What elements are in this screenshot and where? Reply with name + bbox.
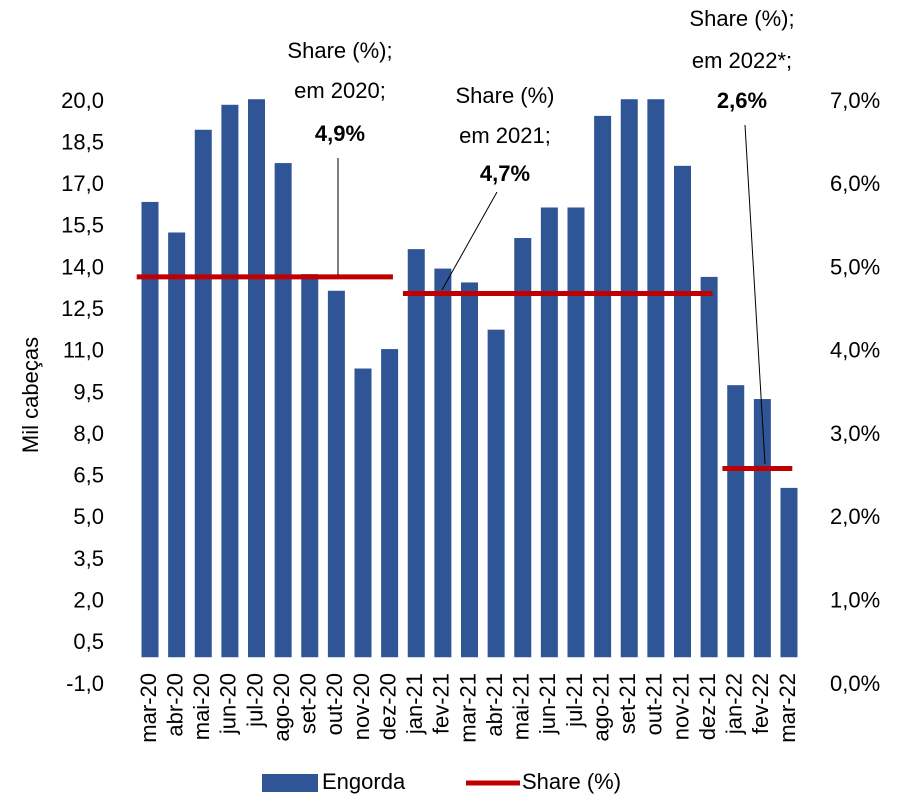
bar [248,99,266,658]
y-tick-label: 18,5 [61,129,104,154]
bar [221,104,239,658]
bar [407,249,425,658]
annotation-text: em 2022*; [692,48,792,73]
y-tick-label: -1,0 [66,671,104,696]
x-tick-label: jul-20 [242,673,267,728]
bar [168,232,186,658]
y-tick-label: 9,5 [73,379,104,404]
bar [327,290,345,658]
y-tick-label: 20,0 [61,88,104,113]
annotation-text: Share (%) [455,83,554,108]
x-tick-label: out-21 [642,673,667,735]
x-tick-label: jun-21 [535,673,560,735]
bar [381,349,399,658]
y-axis-title: Mil cabeças [18,337,43,453]
y2-tick-label: 2,0% [830,504,880,529]
y2-tick-label: 5,0% [830,254,880,279]
x-tick-label: abr-21 [482,673,507,737]
bar [620,99,638,658]
x-tick-label: nov-21 [668,673,693,740]
x-tick-label: out-20 [322,673,347,735]
x-tick-label: jun-20 [216,673,241,735]
x-tick-label: abr-20 [162,673,187,737]
legend-label: Share (%) [522,769,621,794]
x-tick-label: dez-20 [375,673,400,740]
y-tick-label: 12,5 [61,296,104,321]
bar [141,201,159,658]
bar [514,238,532,658]
annotation-text: em 2021; [459,123,551,148]
annotation-text: Share (%); [689,6,794,31]
x-tick-label: fev-21 [429,673,454,734]
bar [301,274,319,658]
y2-tick-label: 7,0% [830,88,880,113]
leader-line [744,124,766,465]
legend-label: Engorda [322,769,406,794]
y2-tick-label: 6,0% [830,171,880,196]
y-tick-label: 3,5 [73,546,104,571]
y-tick-label: 0,5 [73,629,104,654]
x-tick-label: mar-22 [775,673,800,743]
y-tick-label: 8,0 [73,421,104,446]
bar [567,207,585,658]
bar [540,207,558,658]
bar [700,276,718,658]
y-tick-label: 11,0 [63,338,104,363]
legend-swatch [262,774,318,792]
y-tick-label: 15,5 [61,213,104,238]
y-tick-label: 14,0 [61,254,104,279]
annotation-value: 4,7% [480,161,530,186]
x-tick-label: nov-20 [349,673,374,740]
bar [647,99,665,658]
annotation-text: em 2020; [294,78,386,103]
leader-line [441,191,498,291]
x-tick-label: mar-21 [455,673,480,743]
bar [673,165,691,658]
x-tick-label: dez-21 [695,673,720,740]
annotation-value: 2,6% [717,88,767,113]
bar [753,399,771,658]
y2-tick-label: 1,0% [830,588,880,613]
y-tick-label: 2,0 [73,588,104,613]
x-tick-label: jul-21 [562,673,587,728]
annotation-text: Share (%); [287,38,392,63]
y-tick-label: 17,0 [61,171,104,196]
x-tick-label: mai-20 [189,673,214,740]
y2-tick-label: 3,0% [830,421,880,446]
x-tick-label: jan-21 [402,673,427,735]
y-tick-label: 5,0 [73,504,104,529]
bar [194,129,212,658]
x-tick-label: mar-20 [136,673,161,743]
y-tick-label: 6,5 [73,463,104,488]
y2-tick-label: 4,0% [830,338,880,363]
x-tick-label: mai-21 [509,673,534,740]
x-tick-label: set-20 [296,673,321,734]
x-tick-label: set-21 [615,673,640,734]
x-tick-label: ago-21 [588,673,613,742]
bar [434,268,452,658]
y2-tick-label: 0,0% [830,671,880,696]
x-tick-label: jan-22 [722,673,747,735]
x-tick-label: fev-22 [748,673,773,734]
bar [780,487,798,658]
bar [727,385,745,658]
bar [487,329,505,658]
bar [354,368,372,658]
x-tick-label: ago-20 [269,673,294,742]
annotation-value: 4,9% [315,121,365,146]
bar [594,115,612,658]
bar [461,282,478,658]
bar [274,163,292,658]
